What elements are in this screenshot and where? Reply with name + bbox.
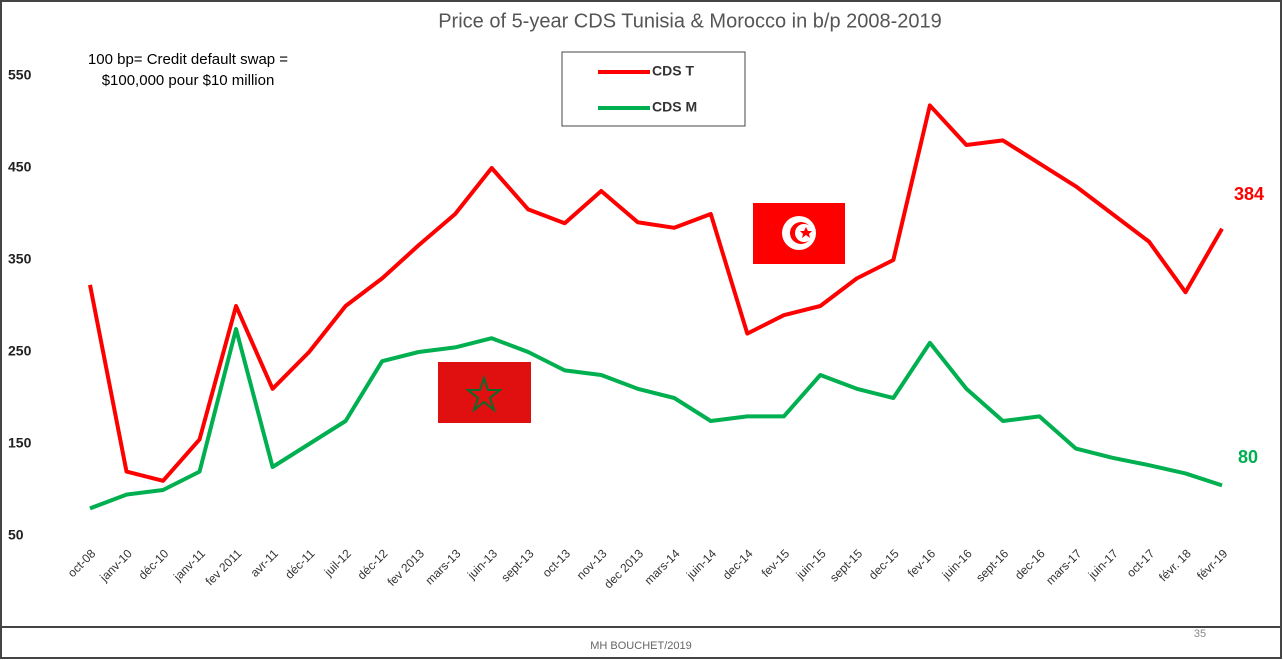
y-tick-label: 350	[8, 251, 32, 267]
end-value-annotation: 384	[1234, 184, 1264, 204]
x-tick-label: dec-15	[866, 546, 902, 582]
page-number: 35	[1194, 628, 1206, 640]
end-value-annotation: 80	[1238, 447, 1258, 467]
x-tick-label: fev 2013	[385, 546, 428, 589]
x-tick-label: sept-15	[827, 546, 865, 584]
x-tick-label: mars-17	[1043, 546, 1084, 587]
x-tick-label: déc-10	[136, 546, 172, 582]
legend-label: CDS M	[652, 99, 697, 115]
y-tick-label: 150	[8, 435, 32, 451]
morocco-flag	[438, 362, 531, 423]
x-tick-label: dec 2013	[601, 546, 646, 591]
y-tick-label: 50	[8, 527, 24, 543]
x-tick-label: mars-14	[642, 546, 683, 587]
chart-title: Price of 5-year CDS Tunisia & Morocco in…	[438, 10, 942, 32]
x-tick-label: oct-08	[65, 546, 99, 580]
x-tick-label: fev-15	[759, 546, 793, 580]
x-tick-label: dec-14	[720, 546, 756, 582]
x-tick-label: déc-11	[282, 546, 317, 581]
x-tick-label: sept-13	[498, 546, 536, 584]
x-tick-label: févr. 18	[1156, 546, 1194, 584]
footer: MH BOUCHET/2019	[590, 640, 691, 652]
x-tick-label: mars-13	[423, 546, 464, 587]
series-line	[88, 103, 1224, 483]
x-tick-label: juil-12	[321, 546, 354, 579]
x-tick-label: fev 2011	[203, 546, 245, 588]
x-tick-label: févr-19	[1194, 546, 1231, 583]
x-tick-label: juin-16	[939, 546, 975, 582]
x-tick-label: avr-11	[248, 546, 282, 580]
x-tick-label: juin-13	[464, 546, 500, 582]
legend-box	[561, 51, 746, 127]
x-tick-label: oct-13	[540, 546, 574, 580]
x-tick-label: sept-16	[973, 546, 1011, 584]
y-tick-label: 250	[8, 343, 32, 359]
legend-label: CDS T	[652, 63, 694, 79]
series-line	[89, 327, 1223, 511]
tunisia-flag	[753, 203, 845, 264]
x-tick-label: oct-17	[1124, 546, 1158, 580]
x-tick-label: fev-16	[905, 546, 939, 580]
note-line: 100 bp= Credit default swap =	[88, 51, 288, 68]
x-tick-label: juin-17	[1085, 546, 1121, 582]
y-tick-label: 550	[8, 67, 32, 83]
note-line: $100,000 pour $10 million	[102, 72, 275, 89]
y-tick-label: 450	[8, 159, 32, 175]
x-tick-label: juin-14	[683, 546, 719, 582]
x-tick-label: janv-10	[96, 546, 135, 585]
x-tick-label: juin-15	[793, 546, 829, 582]
